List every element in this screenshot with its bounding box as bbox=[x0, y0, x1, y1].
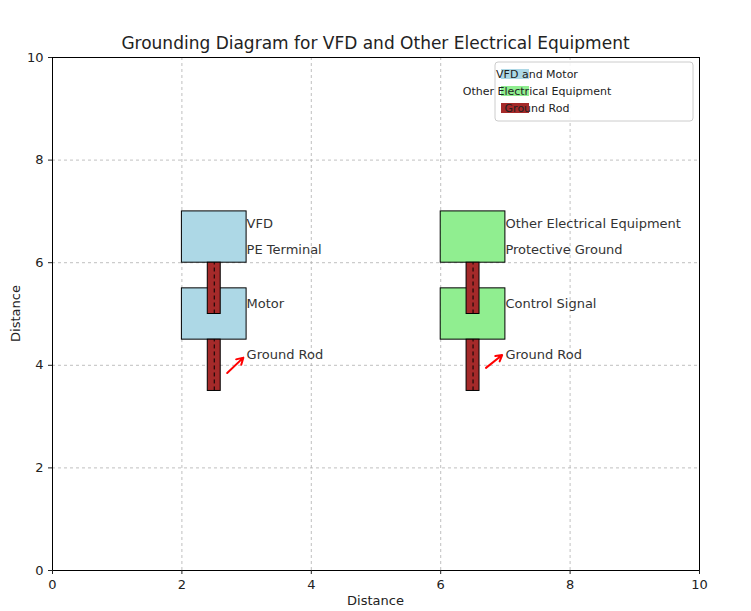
svg-text:Distance: Distance bbox=[8, 285, 23, 342]
svg-text:Other Electrical Equipment: Other Electrical Equipment bbox=[463, 85, 612, 98]
svg-text:10: 10 bbox=[691, 577, 708, 592]
svg-text:VFD: VFD bbox=[247, 216, 273, 231]
svg-text:0: 0 bbox=[35, 563, 43, 578]
html-text:Grounding Diagram for VFD and: Grounding Diagram for VFD and Other Elec… bbox=[121, 33, 630, 53]
svg-text:Ground Rod: Ground Rod bbox=[247, 347, 324, 362]
svg-text:6: 6 bbox=[35, 255, 43, 270]
svg-text:4: 4 bbox=[35, 357, 43, 372]
svg-text:Ground Rod: Ground Rod bbox=[505, 347, 582, 362]
svg-text:0: 0 bbox=[48, 577, 56, 592]
svg-text:Distance: Distance bbox=[347, 593, 404, 608]
svg-text:Ground Rod: Ground Rod bbox=[505, 102, 570, 115]
svg-text:PE Terminal: PE Terminal bbox=[247, 242, 322, 257]
svg-text:6: 6 bbox=[437, 577, 445, 592]
svg-text:Control Signal: Control Signal bbox=[505, 296, 596, 311]
svg-text:10: 10 bbox=[27, 52, 44, 65]
svg-text:2: 2 bbox=[35, 460, 43, 475]
svg-text:Protective Ground: Protective Ground bbox=[505, 242, 622, 257]
svg-text:Other Electrical Equipment: Other Electrical Equipment bbox=[505, 216, 681, 231]
svg-text:4: 4 bbox=[307, 577, 315, 592]
svg-text:Motor: Motor bbox=[247, 296, 285, 311]
svg-text:8: 8 bbox=[35, 152, 43, 167]
svg-text:8: 8 bbox=[566, 577, 574, 592]
svg-text:2: 2 bbox=[178, 577, 186, 592]
svg-text:VFD and Motor: VFD and Motor bbox=[496, 68, 578, 81]
